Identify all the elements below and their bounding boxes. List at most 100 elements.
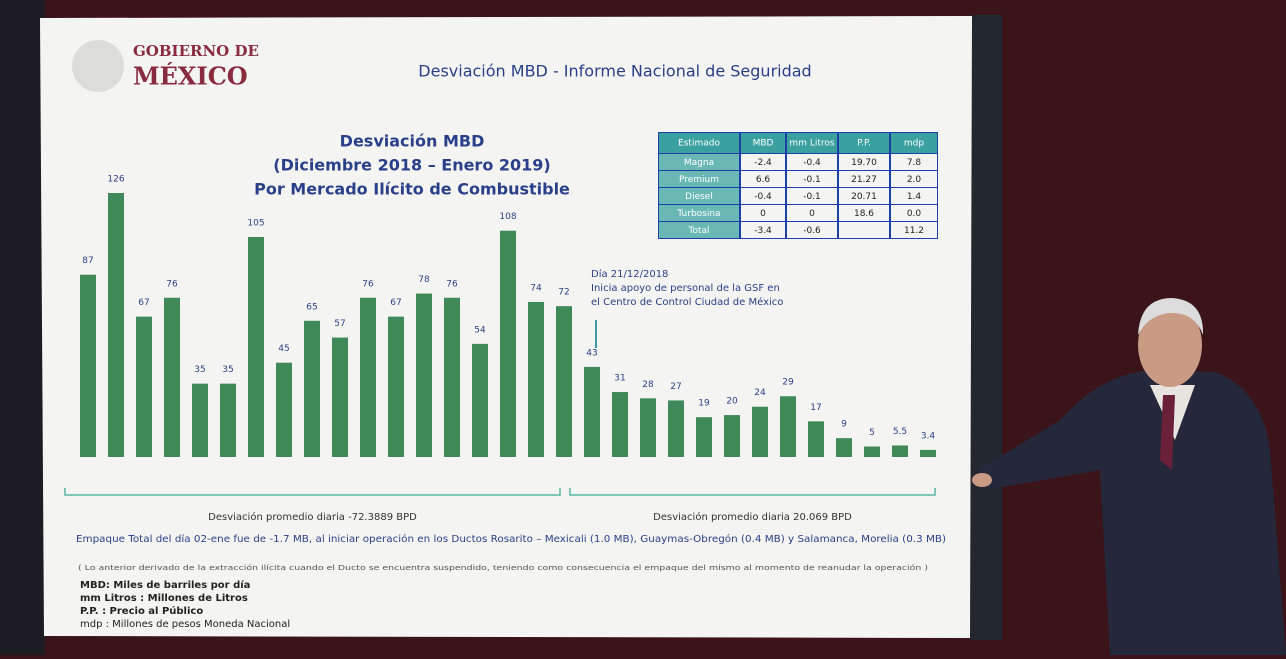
chart-title: Desviación MBD	[340, 132, 485, 151]
bar	[108, 193, 124, 457]
cell	[741, 188, 785, 204]
cell-text: 11.2	[904, 226, 924, 236]
bar	[332, 337, 348, 457]
notes: Empaque Total del día 02-ene fue de -1.7…	[76, 533, 946, 630]
value-label: 105	[247, 219, 264, 229]
value-label: 76	[446, 279, 458, 289]
value-label: 43	[586, 348, 597, 358]
cell	[741, 154, 785, 170]
legend-note: MBD: Miles de barriles por día	[80, 579, 250, 591]
value-label: 20	[726, 397, 738, 407]
cell	[839, 188, 889, 204]
bar	[920, 449, 936, 457]
value-label: 67	[138, 298, 149, 308]
cell	[787, 222, 837, 238]
cell-text: Premium	[679, 175, 719, 185]
cell	[659, 171, 739, 187]
cell-text: -2.4	[754, 158, 772, 168]
cell-text: Turbosina	[676, 209, 720, 219]
header-cell	[891, 133, 937, 153]
chart-title: Por Mercado Ilícito de Combustible	[254, 180, 570, 199]
cell	[787, 171, 837, 187]
suit	[978, 370, 1286, 655]
bar	[248, 237, 264, 457]
tie	[1160, 395, 1175, 470]
value-label: 74	[530, 283, 542, 293]
logo-line1: GOBIERNO DE	[133, 42, 259, 60]
cell-text: -0.1	[803, 175, 821, 185]
cell-text: -0.6	[803, 226, 821, 236]
hand	[972, 473, 992, 487]
cell-text: -0.1	[803, 192, 821, 202]
bar	[864, 446, 880, 457]
legend-note: mm Litros : Millones de Litros	[80, 593, 248, 604]
head	[1138, 303, 1202, 387]
bar	[528, 301, 544, 457]
average-label: Desviación promedio diaria 20.069 BPD	[653, 511, 852, 523]
cell-text: 6.6	[756, 175, 771, 185]
bar	[220, 383, 236, 457]
value-label: 54	[474, 325, 486, 335]
bar	[612, 392, 628, 457]
cell-text: 0	[760, 209, 766, 219]
cell-text: 7.8	[907, 158, 922, 168]
header-text: mm Litros	[789, 139, 834, 149]
cell	[787, 188, 837, 204]
left-wall	[0, 0, 45, 655]
presenter	[972, 298, 1286, 655]
screen-frame	[970, 15, 1002, 640]
cell-text: -0.4	[803, 158, 821, 168]
cell	[891, 205, 937, 221]
bar	[416, 293, 432, 457]
bracket	[569, 488, 936, 496]
cell	[659, 188, 739, 204]
value-label: 65	[306, 302, 317, 312]
bar	[668, 400, 684, 457]
bar	[584, 366, 600, 457]
cell	[787, 205, 837, 221]
bar	[276, 362, 292, 457]
cell	[891, 154, 937, 170]
hair	[1138, 298, 1204, 335]
bar	[892, 445, 908, 457]
small-note: ( Lo anterior derivado de la extracción …	[78, 564, 928, 572]
cell	[839, 205, 889, 221]
logo-emblem	[72, 40, 124, 92]
bar	[192, 383, 208, 457]
bar	[752, 406, 768, 457]
value-label: 17	[810, 403, 821, 413]
header-text: Estimado	[678, 139, 720, 149]
bar	[808, 421, 824, 457]
cell	[659, 205, 739, 221]
legend-note: P.P. : Precio al Público	[80, 605, 203, 617]
value-label: 35	[194, 365, 205, 375]
value-label: 57	[334, 319, 345, 329]
value-label: 28	[642, 380, 654, 390]
cell-text: Diesel	[685, 192, 713, 202]
value-label: 76	[362, 279, 374, 289]
cell-text: 0	[809, 209, 815, 219]
bar	[164, 297, 180, 457]
legend-note: mdp : Millones de pesos Moneda Nacional	[80, 619, 290, 630]
value-label: 87	[82, 256, 93, 266]
bar	[472, 343, 488, 457]
header-cell	[839, 133, 889, 153]
bracket	[64, 488, 561, 496]
chart: Desviación MBD (Diciembre 2018 – Enero 20…	[64, 132, 936, 523]
header-text: mdp	[904, 139, 924, 149]
bar	[304, 320, 320, 457]
table: Estimado MBD mm Litros P.P. mdp Magna -2.4 -0.4…	[658, 132, 938, 239]
cell	[741, 171, 785, 187]
annotation: Inicia apoyo de personal de la GSF en	[591, 283, 780, 294]
value-label: 19	[698, 399, 710, 409]
bar	[388, 316, 404, 457]
bar	[136, 316, 152, 457]
cell	[839, 171, 889, 187]
value-label: 24	[754, 388, 766, 398]
cell-text: 20.71	[851, 192, 877, 202]
bar	[80, 274, 96, 457]
value-label: 35	[222, 365, 233, 375]
value-label: 3.4	[921, 431, 936, 441]
value-label: 5.5	[893, 427, 907, 437]
